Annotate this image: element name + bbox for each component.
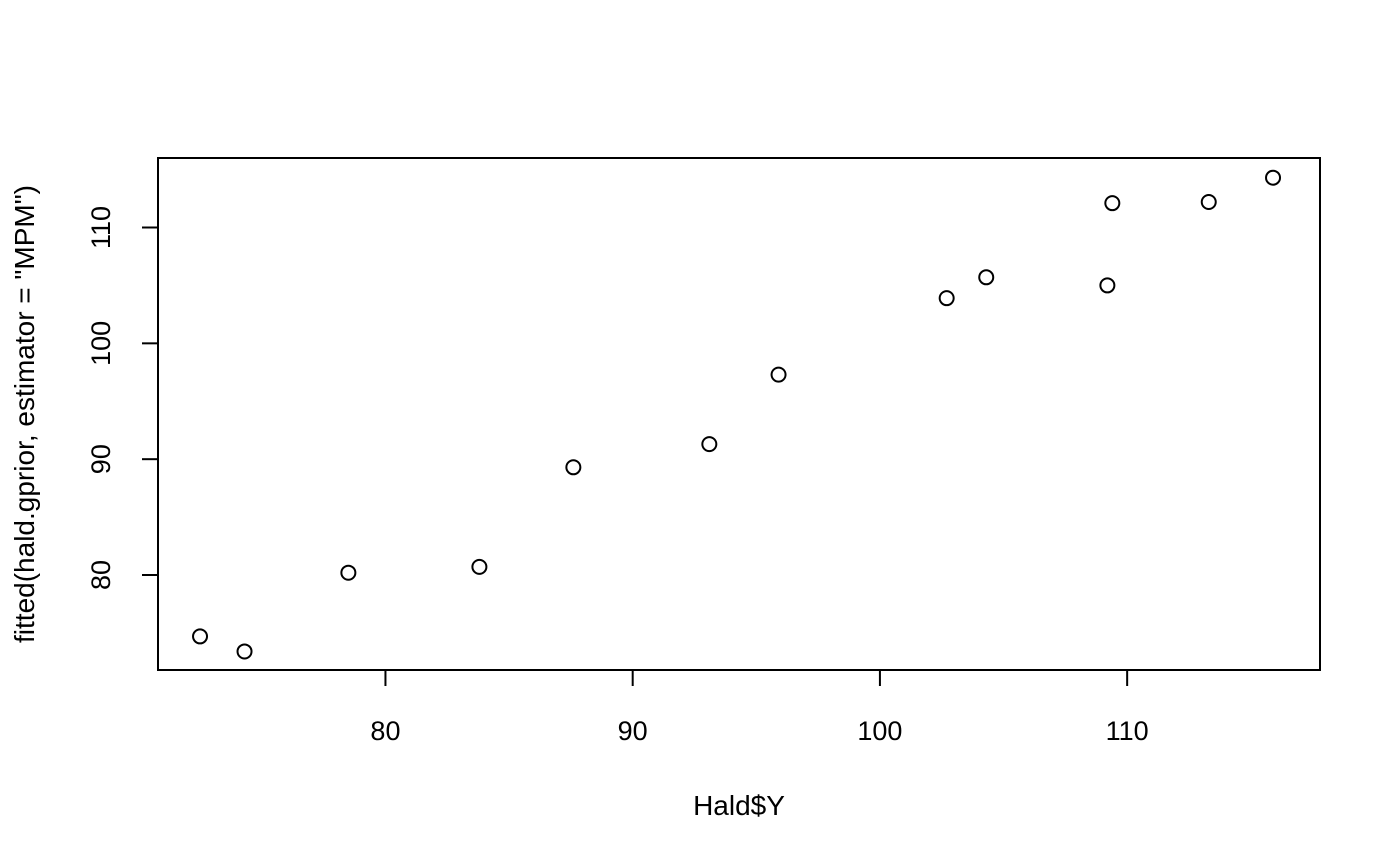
- x-tick-label: 100: [857, 716, 902, 746]
- data-point: [1265, 169, 1282, 186]
- data-point: [192, 628, 209, 645]
- y-axis-label: fitted(hald.gprior, estimator = "MPM"): [9, 185, 40, 643]
- data-point: [701, 436, 718, 453]
- x-tick-label: 110: [1106, 716, 1149, 746]
- data-point: [770, 366, 787, 383]
- x-axis-label: Hald$Y: [693, 790, 785, 821]
- y-tick-label: 110: [86, 206, 116, 249]
- plot-frame: [157, 157, 1321, 671]
- y-tick-label: 100: [86, 321, 116, 366]
- data-point: [978, 269, 995, 286]
- y-axis: 80 90 100 110: [86, 206, 159, 590]
- y-tick-label: 80: [86, 560, 116, 590]
- data-points: [192, 169, 1282, 660]
- data-point: [1104, 195, 1121, 212]
- y-tick-label: 90: [86, 444, 116, 474]
- x-tick-label: 80: [370, 716, 400, 746]
- data-point: [1200, 194, 1217, 211]
- data-point: [565, 459, 582, 476]
- x-tick-label: 90: [618, 716, 648, 746]
- data-point: [340, 564, 357, 581]
- data-point: [938, 290, 955, 307]
- data-point: [236, 643, 253, 660]
- data-point: [471, 558, 488, 575]
- x-axis: 80 90 100 110: [370, 669, 1149, 746]
- data-point: [1099, 277, 1116, 294]
